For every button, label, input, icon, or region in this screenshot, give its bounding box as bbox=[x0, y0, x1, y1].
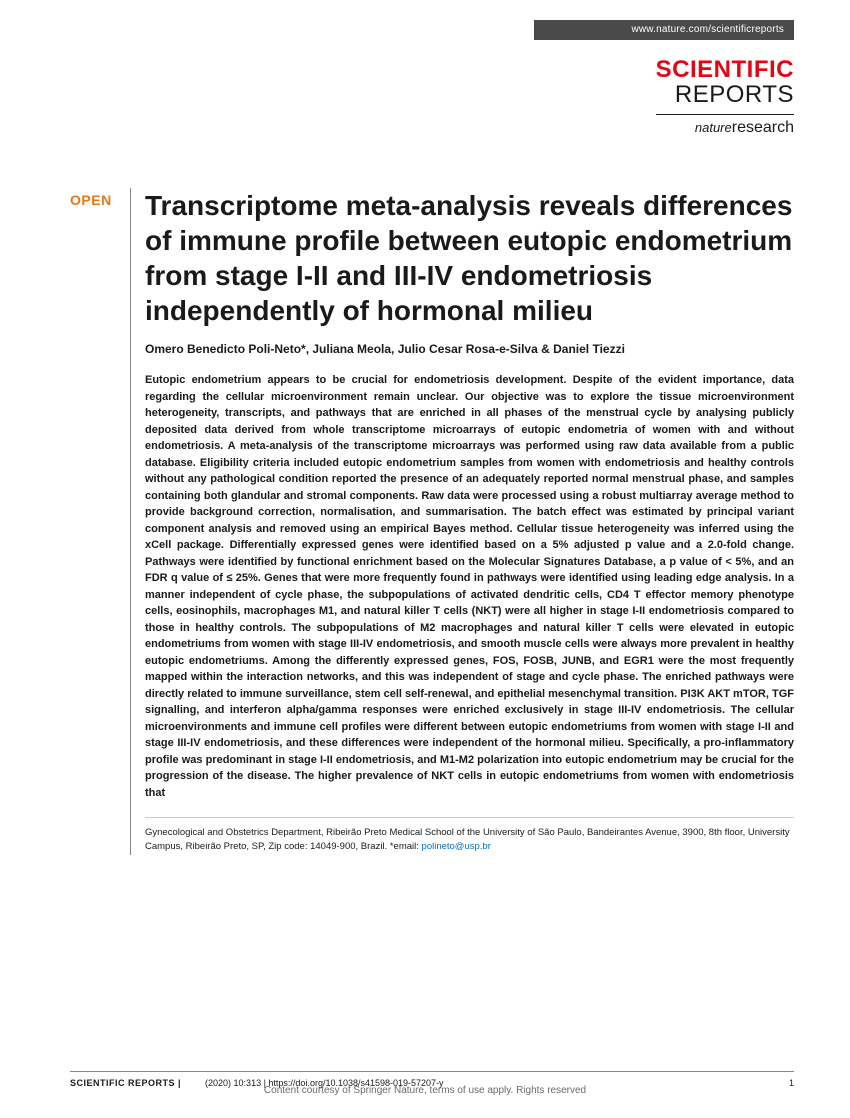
article-title: Transcriptome meta-analysis reveals diff… bbox=[145, 188, 794, 328]
article-content: Transcriptome meta-analysis reveals diff… bbox=[130, 188, 794, 855]
journal-brand: SCIENTIFIC REPORTS natureresearch bbox=[656, 58, 794, 137]
brand-divider: natureresearch bbox=[656, 114, 794, 137]
open-access-badge: OPEN bbox=[70, 192, 112, 208]
brand-line1: SCIENTIFIC bbox=[656, 58, 794, 82]
journal-url-bar: www.nature.com/scientificreports bbox=[534, 20, 794, 40]
brand-sub-plain: research bbox=[732, 119, 794, 136]
article-abstract: Eutopic endometrium appears to be crucia… bbox=[145, 372, 794, 801]
article-affiliation: Gynecological and Obstetrics Department,… bbox=[145, 817, 794, 855]
journal-url: www.nature.com/scientificreports bbox=[631, 24, 784, 35]
courtesy-notice: Content courtesy of Springer Nature, ter… bbox=[0, 1085, 850, 1096]
brand-line2: REPORTS bbox=[656, 82, 794, 108]
corresponding-email[interactable]: polineto@usp.br bbox=[422, 841, 491, 852]
article-authors: Omero Benedicto Poli-Neto*, Juliana Meol… bbox=[145, 342, 794, 356]
brand-sub-italic: nature bbox=[695, 120, 732, 135]
